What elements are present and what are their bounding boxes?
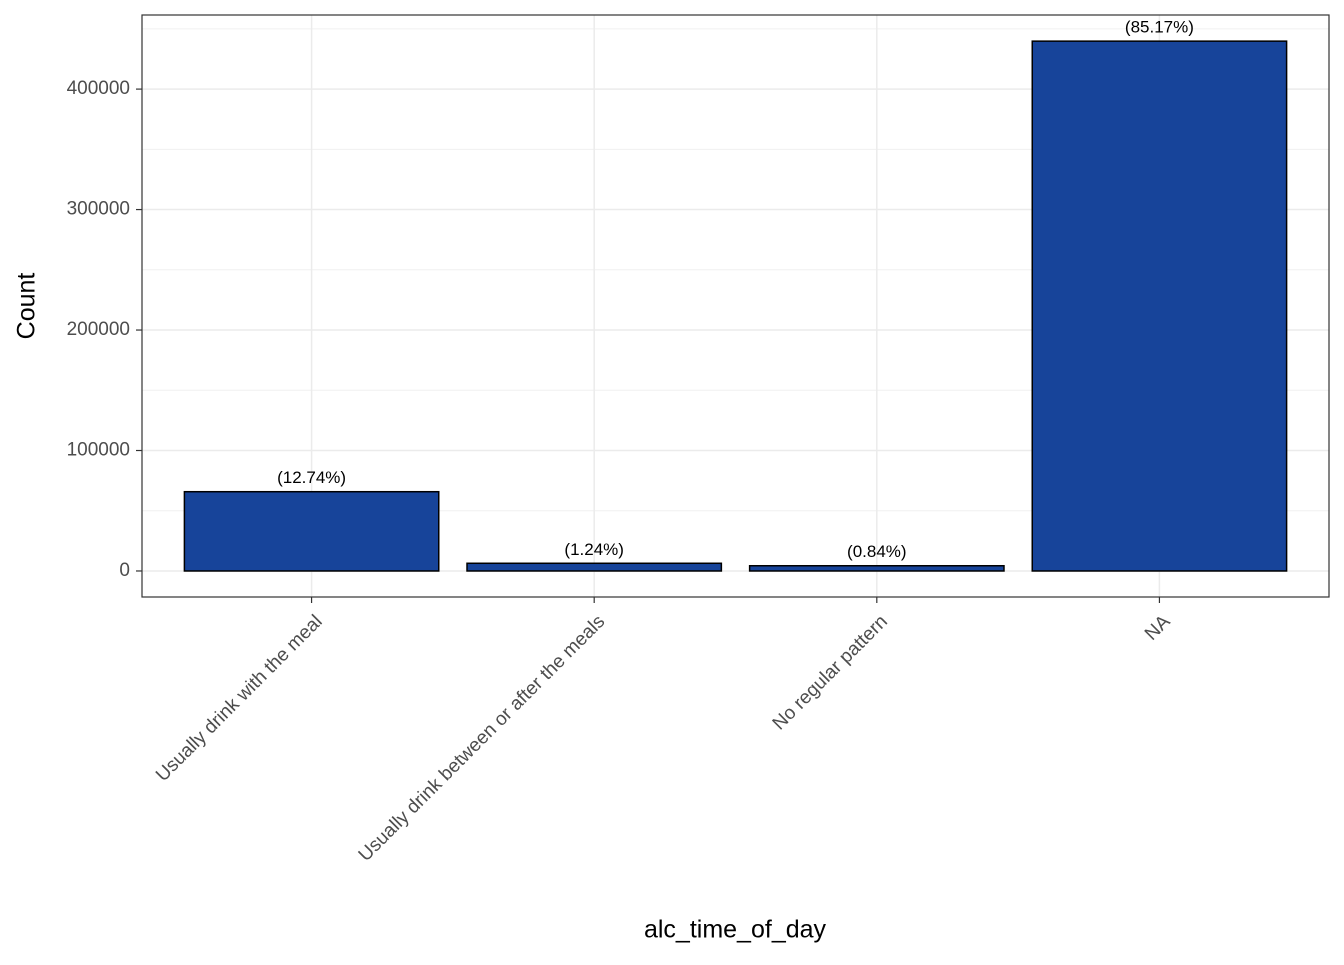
y-tick-label: 100000	[67, 440, 130, 461]
bar-label: (1.24%)	[564, 540, 624, 559]
bar-label: (0.84%)	[847, 542, 907, 561]
bar	[748, 564, 1005, 572]
y-tick-label: 0	[119, 560, 130, 581]
bar	[183, 490, 440, 572]
bar	[1031, 40, 1288, 572]
x-axis-title: alc_time_of_day	[644, 916, 827, 944]
plot-border	[141, 14, 1330, 598]
y-tick-label: 300000	[67, 199, 130, 220]
y-tick-label: 200000	[67, 319, 130, 340]
x-tick-label: No regular pattern	[769, 611, 892, 734]
bar-label: (12.74%)	[277, 468, 346, 487]
x-tick-label: Usually drink between or after the meals	[355, 611, 610, 866]
x-tick-label: Usually drink with the meal	[152, 611, 327, 786]
bar	[466, 562, 723, 572]
bar-label: (85.17%)	[1125, 18, 1194, 37]
y-tick-label: 400000	[67, 78, 130, 99]
y-axis-title: Count	[13, 273, 41, 340]
x-tick-label: NA	[1141, 611, 1175, 645]
